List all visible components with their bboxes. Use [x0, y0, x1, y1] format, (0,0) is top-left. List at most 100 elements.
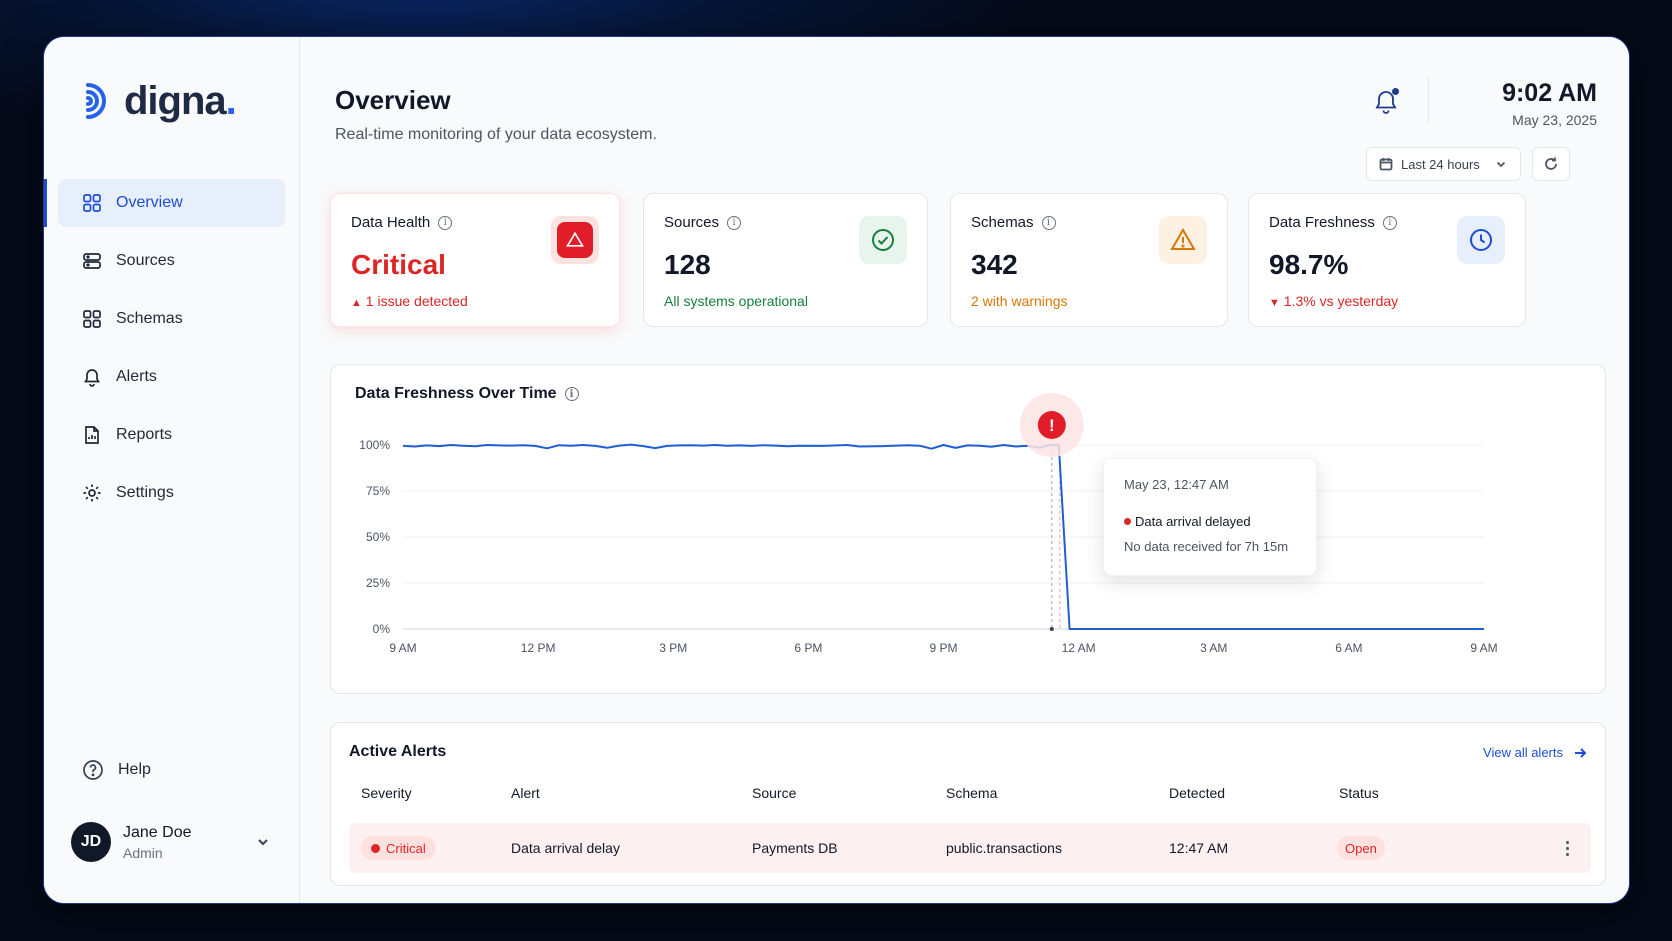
clock-time: 9:02 AM — [1502, 79, 1597, 107]
card-label: Schemas i — [971, 214, 1207, 231]
x-tick-label: 9 PM — [929, 641, 957, 655]
x-tick-label: 12 AM — [1062, 641, 1096, 655]
notification-dot — [1392, 88, 1399, 95]
card-value: 128 — [664, 249, 711, 280]
y-tick-label: 100% — [359, 438, 390, 452]
sidebar-item-label: Reports — [116, 426, 173, 443]
freshness-chart-svg: 100% 75% 50% 25% 0% 9 AM 12 PM 3 PM 6 PM 9 PM 12 A… — [359, 393, 1498, 655]
view-all-alerts-link[interactable]: View all alerts — [1483, 745, 1587, 760]
x-tick-label: 9 AM — [1470, 641, 1497, 655]
sidebar-item-label: Settings — [116, 484, 174, 501]
y-tick-label: 0% — [373, 622, 391, 636]
card-note: ▲ 1 issue detected — [351, 293, 468, 309]
sidebar-item-alerts[interactable]: Alerts — [58, 353, 285, 401]
card-value: 98.7% — [1269, 249, 1349, 280]
card-icon-badge — [1159, 216, 1207, 264]
tooltip-time: May 23, 12:47 AM — [1124, 477, 1229, 492]
sidebar-item-label: Sources — [116, 252, 175, 269]
data-freshness-card[interactable]: Data Freshness i 98.7% ▼ 1.3% vs yesterda… — [1248, 193, 1526, 327]
info-icon[interactable]: i — [564, 387, 579, 401]
chevron-down-icon — [258, 839, 268, 846]
card-label: Data Health i — [351, 214, 599, 231]
chevron-down-icon — [1496, 161, 1506, 168]
app-window: digna. Overview Sources Schemas Alerts — [44, 37, 1629, 903]
info-icon[interactable]: i — [727, 215, 742, 230]
avatar: JD — [71, 822, 111, 862]
info-icon[interactable]: i — [438, 215, 453, 230]
sidebar-nav: Overview Sources Schemas Alerts Reports … — [58, 179, 285, 527]
x-tick-label: 6 AM — [1335, 641, 1362, 655]
refresh-button[interactable] — [1532, 147, 1570, 181]
card-label: Sources i — [664, 214, 907, 231]
page-subtitle: Real-time monitoring of your data ecosys… — [335, 126, 657, 143]
table-row[interactable]: Critical Data arrival delay Payments DB … — [349, 823, 1591, 873]
bell-icon — [1375, 91, 1397, 114]
column-header-status[interactable]: Status — [1339, 785, 1379, 801]
sources-card[interactable]: Sources i 128 All systems operational — [643, 193, 928, 327]
column-header-schema[interactable]: Schema — [946, 785, 998, 801]
column-header-severity[interactable]: Severity — [361, 785, 412, 801]
series-line — [402, 443, 1484, 630]
digna-logo-icon — [86, 83, 106, 119]
info-icon[interactable]: i — [1382, 215, 1397, 230]
page-title: Overview — [335, 85, 451, 115]
check-circle-icon — [872, 229, 894, 251]
chart-title: Data Freshness Over Time i — [355, 385, 579, 403]
card-note: ▼ 1.3% vs yesterday — [1269, 293, 1399, 309]
header-divider — [1428, 77, 1429, 123]
help-link[interactable]: Help — [82, 759, 151, 781]
time-range-select[interactable]: Last 24 hours — [1366, 147, 1521, 181]
card-note: 2 with warnings — [971, 293, 1068, 309]
user-role: Admin — [123, 844, 163, 861]
alerts-title: Active Alerts — [349, 743, 447, 760]
active-alerts: Active Alerts View all alerts Severity A… — [330, 722, 1606, 886]
row-menu-button[interactable] — [1559, 837, 1575, 859]
sidebar-item-schemas[interactable]: Schemas — [58, 295, 285, 343]
warning-triangle-icon — [1170, 228, 1196, 250]
schemas-card[interactable]: Schemas i 342 2 with warnings — [950, 193, 1228, 327]
time-range-label: Last 24 hours — [1401, 156, 1480, 172]
x-tick-label: 9 AM — [389, 641, 416, 655]
refresh-icon — [1545, 157, 1557, 170]
schema-icon — [83, 310, 101, 328]
card-note: All systems operational — [664, 293, 808, 309]
notifications-button[interactable] — [1372, 87, 1400, 115]
card-label: Data Freshness i — [1269, 214, 1505, 231]
sidebar-item-reports[interactable]: Reports — [58, 411, 285, 459]
card-icon-badge — [859, 216, 907, 264]
clock-date: May 23, 2025 — [1512, 112, 1597, 128]
active-nav-indicator — [44, 179, 47, 227]
help-circle-icon — [83, 760, 103, 780]
card-value: Critical — [351, 249, 446, 280]
column-header-detected[interactable]: Detected — [1169, 785, 1226, 801]
status-dot — [1124, 518, 1131, 525]
x-tick-label: 6 PM — [794, 641, 822, 655]
column-header-alert[interactable]: Alert — [511, 785, 540, 801]
severity-badge: Critical — [361, 836, 436, 860]
sidebar-item-settings[interactable]: Settings — [58, 469, 285, 517]
grid-icon — [83, 194, 101, 212]
alert-detected: 12:47 AM — [1169, 840, 1229, 856]
user-menu[interactable]: JD Jane Doe Admin — [71, 822, 271, 862]
x-tick-label: 3 AM — [1200, 641, 1227, 655]
alert-name: Data arrival delay — [511, 840, 620, 856]
status-dot — [371, 843, 380, 853]
calendar-icon — [1379, 158, 1393, 171]
tooltip-message: No data received for 7h 15m — [1124, 539, 1289, 554]
logo[interactable]: digna. — [84, 77, 237, 125]
info-icon[interactable]: i — [1041, 215, 1056, 230]
clock-icon — [1470, 229, 1492, 251]
tooltip-title: Data arrival delayed — [1124, 514, 1296, 529]
report-icon — [85, 426, 99, 444]
bell-icon — [83, 369, 101, 387]
sidebar-item-sources[interactable]: Sources — [58, 237, 285, 285]
column-header-source[interactable]: Source — [752, 785, 797, 801]
card-icon-badge — [551, 216, 599, 264]
brand-name: digna. — [124, 78, 237, 123]
sidebar-item-overview[interactable]: Overview — [58, 179, 285, 227]
data-health-card[interactable]: Data Health i Critical ▲ 1 issue detected — [330, 193, 620, 327]
x-tick-label: 12 PM — [521, 641, 556, 655]
x-tick-label: 3 PM — [659, 641, 687, 655]
gear-icon — [83, 484, 101, 502]
help-label: Help — [118, 761, 151, 778]
